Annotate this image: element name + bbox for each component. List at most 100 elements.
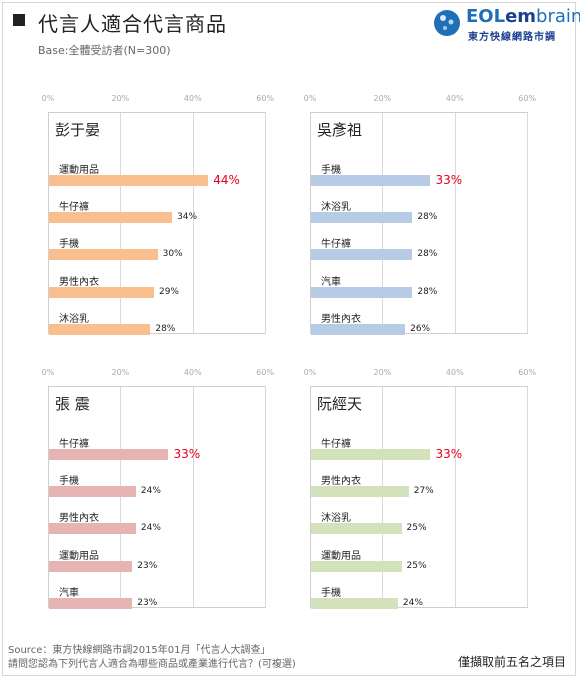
bar bbox=[49, 287, 154, 298]
plot-area: 阮經天 牛仔褲 33% 男性內衣 27% 沐浴乳 25% 運動用品 25% 手機 24% bbox=[310, 386, 529, 609]
gridline bbox=[527, 387, 529, 607]
data-label: 23% bbox=[137, 561, 158, 571]
bar bbox=[49, 212, 173, 223]
category-label: 運動用品 bbox=[321, 551, 361, 562]
axis-tick-label: 60% bbox=[518, 94, 537, 103]
category-label: 男性內衣 bbox=[59, 513, 99, 524]
gridline bbox=[454, 113, 456, 333]
data-label: 33% bbox=[435, 447, 463, 461]
gridline bbox=[382, 387, 384, 607]
data-label: 24% bbox=[140, 523, 161, 533]
axis-tick-label: 40% bbox=[445, 368, 464, 377]
axis-tick-label: 0% bbox=[303, 94, 317, 103]
axis-tick-label: 0% bbox=[41, 94, 55, 103]
bar bbox=[49, 523, 136, 534]
spokesperson-name: 阮經天 bbox=[317, 395, 363, 413]
data-label: 28% bbox=[417, 249, 438, 259]
axis-tick-label: 20% bbox=[373, 368, 392, 377]
data-label: 24% bbox=[140, 486, 161, 496]
data-label: 28% bbox=[155, 324, 176, 334]
axis-tick-label: 40% bbox=[183, 94, 202, 103]
plot-area: 吳彥祖 手機 33% 沐浴乳 28% 牛仔褲 28% 汽車 28% 男性內衣 26% bbox=[310, 112, 529, 335]
brand-logo: EOLembrain 東方快線網路市調 bbox=[432, 6, 580, 46]
spokesperson-name: 吳彥祖 bbox=[317, 121, 363, 139]
category-label: 牛仔褲 bbox=[321, 239, 351, 250]
bar bbox=[49, 175, 209, 186]
axis-tick-label: 20% bbox=[111, 94, 130, 103]
bar bbox=[49, 561, 133, 572]
category-label: 牛仔褲 bbox=[59, 202, 89, 213]
logo-eol: EOL bbox=[466, 6, 506, 27]
chart-person-3: 0% 20% 40% 60% 張 震牛仔褲 33% 手機 24% 男性內衣 24% 運動用品 23% 汽… bbox=[42, 368, 274, 609]
category-label: 男性內衣 bbox=[321, 476, 361, 487]
data-label: 33% bbox=[435, 173, 463, 187]
logo-wordmark: EOLembrain bbox=[466, 6, 580, 27]
bar bbox=[311, 598, 398, 609]
plot-area: 彭于晏運動用品 44% 牛仔褲 34% 手機 30% 男性內衣 29% 沐浴乳 28% bbox=[48, 112, 267, 335]
data-label: 30% bbox=[162, 249, 183, 259]
chart-person-4: 0% 20% 40% 60% 阮經天 牛仔褲 33% 男性內衣 27% 沐浴乳 25% 運動用品 25%… bbox=[304, 368, 536, 609]
gridline bbox=[192, 113, 194, 333]
bar bbox=[311, 523, 402, 534]
category-label: 手機 bbox=[321, 588, 341, 599]
axis-tick-label: 60% bbox=[518, 368, 537, 377]
chart-person-1: 0% 20% 40% 60% 彭于晏運動用品 44% 牛仔褲 34% 手機 30% 男性內衣 29% 沐… bbox=[42, 94, 274, 335]
bar bbox=[49, 486, 136, 497]
category-label: 牛仔褲 bbox=[59, 439, 89, 450]
bar bbox=[311, 324, 406, 335]
axis-tick-label: 60% bbox=[256, 368, 275, 377]
logo-brain: brain bbox=[536, 6, 580, 27]
top5-note: 僅擷取前五名之項目 bbox=[457, 655, 566, 669]
axis-tick-label: 40% bbox=[183, 368, 202, 377]
bar bbox=[49, 598, 133, 609]
base-note: Base:全體受訪者(N=300) bbox=[38, 44, 171, 57]
axis-tick-label: 20% bbox=[111, 368, 130, 377]
question-note: 請問您認為下列代言人適合為哪些商品或產業進行代言？(可複選) bbox=[8, 659, 296, 670]
spokesperson-name: 張 震 bbox=[55, 395, 90, 413]
bar bbox=[311, 249, 413, 260]
category-label: 沐浴乳 bbox=[321, 513, 351, 524]
bar bbox=[49, 249, 158, 260]
category-label: 沐浴乳 bbox=[59, 314, 89, 325]
spokesperson-name: 彭于晏 bbox=[55, 121, 101, 139]
category-label: 手機 bbox=[321, 165, 341, 176]
axis-tick-label: 60% bbox=[256, 94, 275, 103]
data-label: 33% bbox=[173, 447, 201, 461]
source-note: Source：東方快線網路市調2015年01月「代言人大調查」 bbox=[8, 645, 271, 656]
data-label: 23% bbox=[137, 598, 158, 608]
category-label: 汽車 bbox=[321, 277, 341, 288]
axis-tick-label: 0% bbox=[41, 368, 55, 377]
bar bbox=[311, 175, 431, 186]
data-label: 25% bbox=[406, 561, 427, 571]
logo-em: em bbox=[505, 6, 537, 27]
data-label: 34% bbox=[177, 212, 198, 222]
axis-tick-label: 40% bbox=[445, 94, 464, 103]
bar bbox=[49, 324, 151, 335]
data-label: 24% bbox=[402, 598, 423, 608]
bar bbox=[311, 287, 413, 298]
bar bbox=[311, 486, 409, 497]
category-label: 男性內衣 bbox=[59, 277, 99, 288]
category-label: 男性內衣 bbox=[321, 314, 361, 325]
category-label: 汽車 bbox=[59, 588, 79, 599]
data-label: 29% bbox=[158, 287, 179, 297]
category-label: 牛仔褲 bbox=[321, 439, 351, 450]
bar bbox=[311, 449, 431, 460]
title-marker bbox=[13, 14, 25, 26]
gridline bbox=[120, 387, 122, 607]
page-title: 代言人適合代言商品 bbox=[38, 12, 227, 36]
axis-tick-label: 20% bbox=[373, 94, 392, 103]
data-label: 44% bbox=[213, 173, 240, 187]
data-label: 28% bbox=[417, 212, 438, 222]
category-label: 運動用品 bbox=[59, 551, 99, 562]
category-label: 運動用品 bbox=[59, 165, 99, 176]
gridline bbox=[454, 387, 456, 607]
bar bbox=[311, 561, 402, 572]
chart-person-2: 0% 20% 40% 60% 吳彥祖 手機 33% 沐浴乳 28% 牛仔褲 28% 汽車 28% 男性內衣… bbox=[304, 94, 536, 335]
bar bbox=[311, 212, 413, 223]
logo-subtitle: 東方快線網路市調 bbox=[468, 32, 556, 43]
gridline bbox=[265, 113, 267, 333]
category-label: 手機 bbox=[59, 239, 79, 250]
globe-logo-icon bbox=[434, 10, 460, 36]
